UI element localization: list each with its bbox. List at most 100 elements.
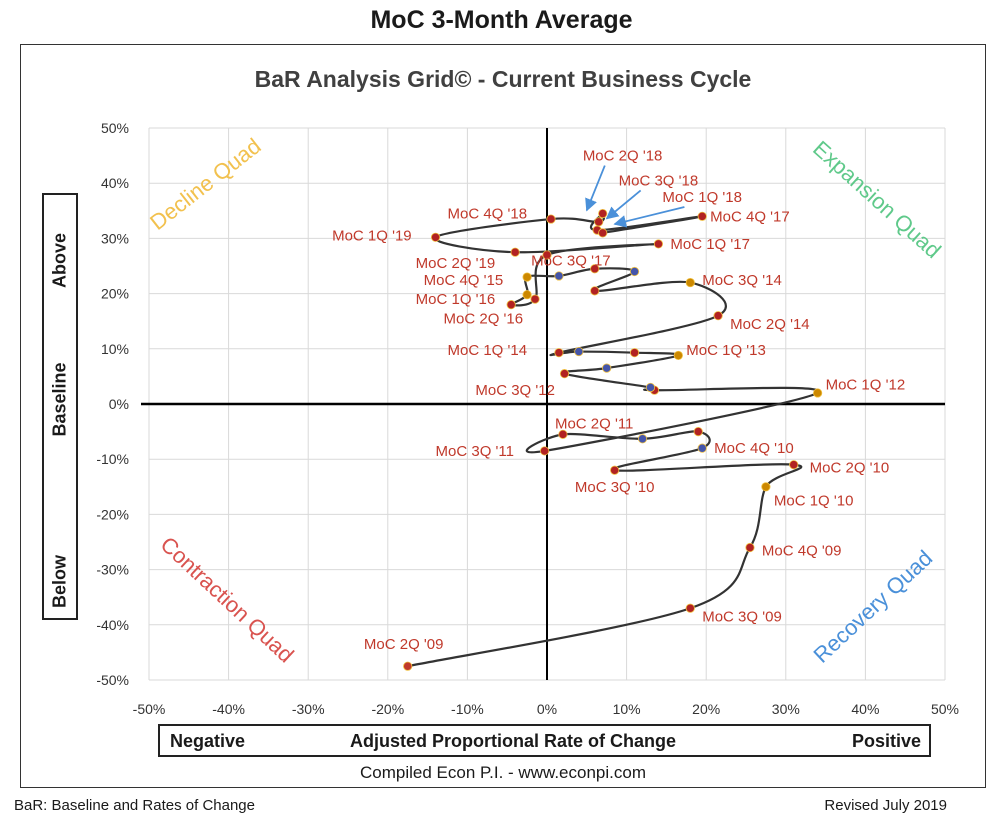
chart-frame: [20, 44, 986, 788]
data-point: [598, 228, 608, 238]
data-point: [697, 443, 707, 453]
data-point: [761, 482, 771, 492]
y-tick-label: -40%: [96, 617, 129, 633]
data-point: [637, 434, 648, 444]
data-point: [594, 217, 604, 227]
point-label: MoC 1Q '19: [332, 228, 412, 245]
point-label: MoC 3Q '09: [702, 609, 782, 626]
data-point: [574, 346, 584, 357]
data-point: [558, 429, 568, 439]
data-point: [510, 247, 520, 257]
contraction-quad-label: Contraction Quad: [156, 532, 299, 668]
expansion-quad-label: Expansion Quad: [808, 136, 946, 263]
data-point: [610, 465, 620, 475]
data-point: [554, 348, 564, 358]
x-tick-label: -40%: [212, 701, 245, 717]
x-label-negative: Negative: [170, 731, 246, 751]
x-tick-label: -30%: [292, 701, 325, 717]
data-point: [685, 277, 695, 288]
y-axis-position-box: Above Baseline Below: [42, 193, 78, 620]
data-point: [673, 350, 683, 361]
annotation-arrow: [585, 165, 606, 212]
x-tick-label: -20%: [371, 701, 404, 717]
annotation-label: MoC 1Q '18: [662, 189, 742, 206]
data-point: [506, 300, 516, 310]
data-point: [559, 369, 570, 379]
point-label: MoC 1Q '16: [416, 291, 496, 308]
data-point: [598, 208, 608, 219]
point-label: MoC 2Q '09: [364, 636, 444, 653]
chart-title: BaR Analysis Grid© - Current Business Cy…: [254, 66, 752, 92]
data-point: [522, 272, 532, 282]
x-tick-label: 0%: [537, 701, 557, 717]
x-tick-label: 40%: [851, 701, 879, 717]
point-label: MoC 4Q '09: [762, 542, 842, 559]
point-label: MoC 3Q '17: [531, 252, 611, 269]
data-point: [789, 460, 799, 470]
point-label: MoC 2Q '19: [416, 255, 496, 272]
x-tick-label: 20%: [692, 701, 720, 717]
data-point: [403, 661, 413, 671]
data-point: [546, 214, 556, 224]
data-point: [629, 348, 640, 358]
data-point: [629, 266, 640, 277]
data-point: [745, 542, 755, 553]
page-title: MoC 3-Month Average: [370, 6, 633, 34]
x-tick-label: -50%: [133, 701, 166, 717]
point-label: MoC 1Q '12: [826, 377, 906, 394]
y-tick-label: 30%: [101, 230, 129, 246]
data-point: [602, 363, 612, 373]
data-point: [542, 250, 552, 260]
y-tick-label: 0%: [109, 396, 129, 412]
data-point: [590, 286, 600, 296]
data-point: [430, 232, 441, 242]
data-point: [713, 311, 723, 321]
annotation-label: MoC 2Q '18: [583, 148, 663, 165]
point-label: MoC 4Q '15: [424, 272, 504, 289]
x-tick-label: 50%: [931, 701, 959, 717]
data-point: [540, 446, 550, 456]
y-label-below: Below: [49, 555, 70, 609]
point-label: MoC 4Q '17: [710, 208, 790, 225]
point-label: MoC 3Q '10: [575, 479, 655, 496]
y-tick-label: -30%: [96, 562, 129, 578]
compiled-by: Compiled Econ P.I. - www.econpi.com: [360, 763, 646, 782]
point-label: MoC 2Q '11: [555, 415, 633, 432]
footer-bar-definition: BaR: Baseline and Rates of Change: [14, 797, 255, 814]
annotation-label: MoC 3Q '18: [619, 172, 699, 189]
annotation-arrow: [613, 206, 685, 228]
y-tick-label: 40%: [101, 175, 129, 191]
data-point: [813, 388, 823, 398]
y-tick-label: -10%: [96, 451, 129, 467]
data-point: [645, 382, 656, 393]
y-tick-label: -50%: [96, 672, 129, 688]
x-tick-label: -10%: [451, 701, 484, 717]
point-label: MoC 2Q '10: [810, 459, 890, 476]
recovery-quad-label: Recovery Quad: [808, 545, 937, 668]
y-tick-label: 50%: [101, 120, 129, 136]
point-label: MoC 3Q '14: [702, 272, 782, 289]
point-label: MoC 1Q '17: [670, 236, 750, 253]
y-tick-label: 10%: [101, 341, 129, 357]
data-point: [693, 426, 703, 437]
point-label: MoC 1Q '13: [686, 342, 766, 359]
point-label: MoC 4Q '18: [448, 206, 528, 223]
point-label: MoC 2Q '14: [730, 316, 810, 333]
point-label: MoC 1Q '10: [774, 493, 854, 510]
y-tick-label: -20%: [96, 506, 129, 522]
point-label: MoC 3Q '12: [475, 382, 555, 399]
point-label: MoC 1Q '14: [448, 342, 528, 359]
y-label-baseline: Baseline: [49, 362, 70, 437]
decline-quad-label: Decline Quad: [145, 133, 265, 235]
data-point: [522, 290, 532, 300]
data-point: [554, 271, 564, 281]
x-label-positive: Positive: [851, 731, 921, 751]
data-point: [685, 603, 695, 613]
x-tick-label: 10%: [613, 701, 641, 717]
data-point: [590, 264, 600, 274]
data-point: [697, 211, 707, 221]
data-point: [653, 239, 664, 249]
y-label-above: Above: [49, 233, 70, 289]
point-label: MoC 4Q '10: [714, 440, 794, 457]
